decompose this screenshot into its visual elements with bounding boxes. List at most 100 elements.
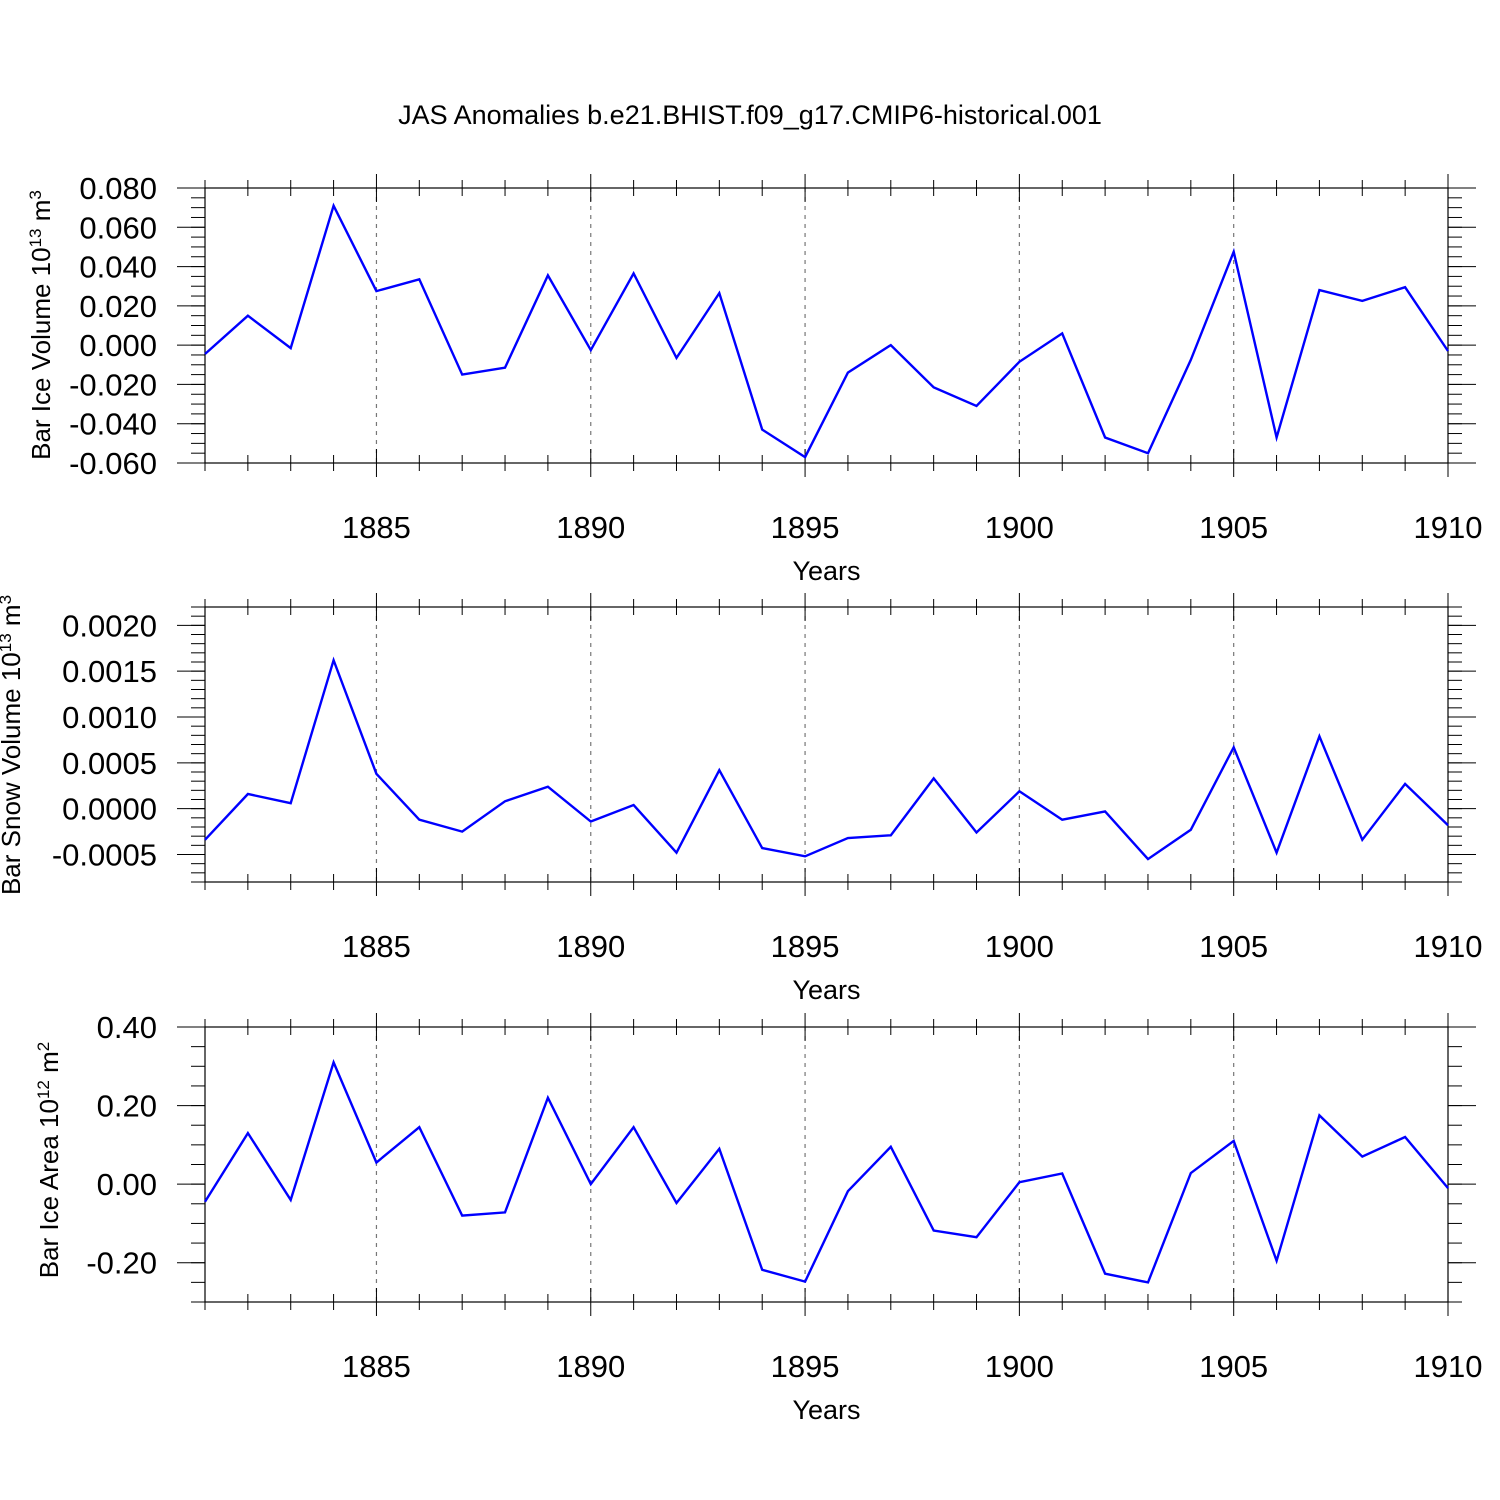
data-point: [804, 456, 806, 458]
y-axis-label: Bar Snow Volume 1013 m3: [0, 595, 26, 895]
data-point: [461, 373, 463, 375]
data-point: [847, 837, 849, 839]
data-point: [1275, 436, 1277, 438]
panel-snow-volume: -0.0005 0.0000 0.0005 0.0010 0.0015 0.0020 188…: [0, 593, 1482, 1005]
data-point: [1147, 452, 1149, 454]
x-tick-label: 1900: [985, 510, 1054, 545]
data-point: [290, 1199, 292, 1201]
data-point: [1404, 286, 1406, 288]
x-tick-label: 1910: [1414, 510, 1483, 545]
data-point: [204, 353, 206, 355]
y-label-exponent: 12: [34, 1080, 53, 1099]
data-point: [1361, 839, 1363, 841]
figure-title: JAS Anomalies b.e21.BHIST.f09_g17.CMIP6-…: [398, 100, 1102, 130]
x-tick-label: 1890: [556, 929, 625, 964]
y-tick-label: 0.20: [97, 1089, 157, 1124]
data-point: [1232, 251, 1234, 253]
data-point: [247, 314, 249, 316]
data-point: [932, 386, 934, 388]
x-tick-label: 1900: [985, 1349, 1054, 1384]
x-tick-label: 1900: [985, 929, 1054, 964]
data-point: [675, 851, 677, 853]
data-point: [1232, 746, 1234, 748]
data-point: [632, 272, 634, 274]
x-tick-label: 1905: [1199, 510, 1268, 545]
panel-ice-volume: -0.060 -0.040 -0.020 0.000 0.020 0.040 0.060 0.…: [26, 171, 1483, 586]
data-point: [718, 292, 720, 294]
data-point: [418, 1126, 420, 1128]
y-tick-label: 0.0005: [62, 746, 157, 781]
data-point: [1275, 1260, 1277, 1262]
data-point: [290, 802, 292, 804]
x-tick-label: 1910: [1414, 1349, 1483, 1384]
plot-frame: [204, 1026, 1449, 1303]
data-point: [804, 855, 806, 857]
data-point: [375, 290, 377, 292]
data-point: [1404, 783, 1406, 785]
y-tick-label: -0.020: [69, 367, 157, 402]
series-line: [203, 1058, 1449, 1284]
data-point: [418, 278, 420, 280]
y-label-unit-exponent: 2: [34, 1042, 53, 1051]
data-point: [1190, 829, 1192, 831]
data-point: [332, 1061, 334, 1063]
x-tick-label: 1895: [771, 1349, 840, 1384]
data-point: [418, 818, 420, 820]
data-point: [890, 834, 892, 836]
y-label-unit: m: [26, 200, 56, 222]
data-point: [1190, 359, 1192, 361]
x-tick-label: 1890: [556, 1349, 625, 1384]
data-point: [247, 1132, 249, 1134]
y-tick-label: -0.20: [86, 1246, 157, 1281]
data-point: [1104, 810, 1106, 812]
y-tick-label: 0.0000: [62, 792, 157, 827]
y-label-unit-exponent: 3: [26, 190, 45, 199]
data-point: [1447, 1187, 1449, 1189]
y-tick-label: 0.060: [79, 210, 157, 245]
data-point: [1190, 1172, 1192, 1174]
x-tick-label: 1895: [771, 929, 840, 964]
data-point: [675, 357, 677, 359]
data-point: [632, 804, 634, 806]
data-point: [975, 1236, 977, 1238]
data-point: [675, 1202, 677, 1204]
data-point: [590, 820, 592, 822]
data-point: [632, 1126, 634, 1128]
plot-frame: [204, 187, 1449, 464]
data-point: [1447, 350, 1449, 352]
x-tick-label: 1885: [342, 1349, 411, 1384]
y-tick-label: 0.040: [79, 250, 157, 285]
series-line: [204, 656, 1449, 861]
y-axis-label: Bar Ice Volume 1013 m3: [26, 190, 57, 460]
data-point: [547, 1097, 549, 1099]
y-label-text: Bar Snow Volume 10: [0, 652, 26, 895]
y-tick-label: -0.040: [69, 407, 157, 442]
data-point: [547, 274, 549, 276]
data-point: [975, 405, 977, 407]
data-point: [718, 769, 720, 771]
y-label-unit-exponent: 3: [0, 595, 15, 604]
x-tick-label: 1885: [342, 510, 411, 545]
x-tick-label: 1905: [1199, 1349, 1268, 1384]
data-point: [1361, 1155, 1363, 1157]
y-tick-label: 0.080: [79, 171, 157, 206]
data-point: [1104, 436, 1106, 438]
data-point: [975, 831, 977, 833]
data-point: [761, 1269, 763, 1271]
data-point: [461, 1214, 463, 1216]
y-label-space: [0, 626, 26, 633]
y-tick-label: 0.00: [97, 1167, 157, 1202]
y-tick-label: 0.020: [79, 289, 157, 324]
data-point: [1018, 361, 1020, 363]
data-point: [890, 344, 892, 346]
y-label-exponent: 13: [26, 228, 45, 247]
data-point: [1404, 1136, 1406, 1138]
data-point: [504, 1211, 506, 1213]
data-point: [504, 800, 506, 802]
data-point: [375, 773, 377, 775]
data-point: [590, 349, 592, 351]
y-axis-label: Bar Ice Area 1012 m2: [34, 1042, 65, 1279]
panel-ice-area: -0.20 0.00 0.20 0.40 1885 1890 1895 1900 1905 191…: [34, 1010, 1483, 1425]
y-label-unit: m: [34, 1051, 64, 1073]
